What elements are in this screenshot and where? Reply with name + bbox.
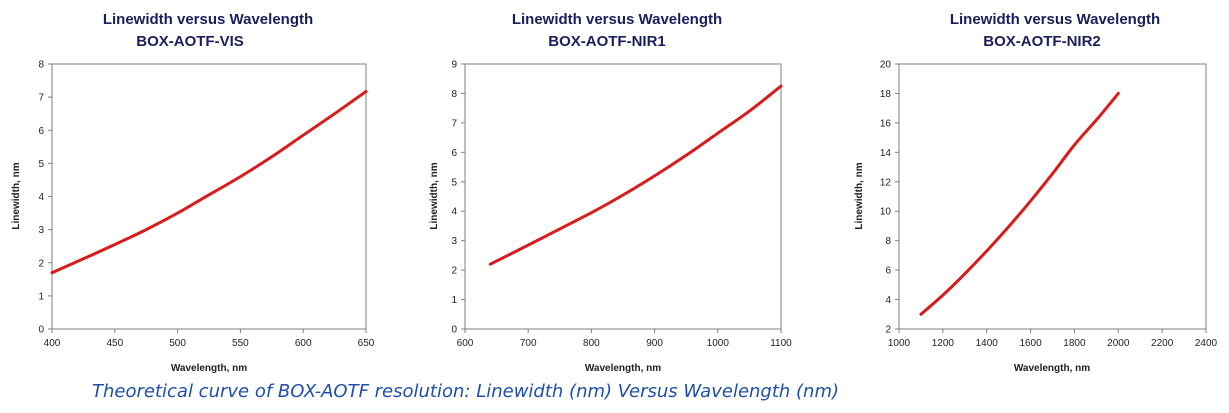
y-ticks: 2 4 6 8 10 12 14 16 18 20 bbox=[880, 60, 899, 336]
chart-vis: Linewidth versus Wavelength BOX-AOTF-VIS… bbox=[11, 11, 375, 374]
x-tick-label: 2400 bbox=[1195, 338, 1218, 349]
chart-title: Linewidth versus Wavelength bbox=[512, 11, 722, 28]
x-tick-label: 1000 bbox=[888, 338, 911, 349]
y-axis-label: Linewidth, nm bbox=[429, 162, 440, 229]
x-axis-label: Wavelength, nm bbox=[171, 363, 247, 374]
y-tick-label: 8 bbox=[451, 89, 457, 100]
y-tick-label: 2 bbox=[451, 266, 457, 277]
y-tick-label: 1 bbox=[38, 291, 44, 302]
y-tick-label: 5 bbox=[38, 159, 44, 170]
x-tick-label: 550 bbox=[232, 338, 249, 349]
x-tick-label: 1100 bbox=[770, 338, 792, 349]
y-tick-label: 20 bbox=[880, 60, 892, 71]
x-tick-label: 800 bbox=[583, 338, 600, 349]
y-tick-label: 1 bbox=[451, 295, 457, 306]
x-tick-label: 650 bbox=[358, 338, 375, 349]
y-tick-label: 3 bbox=[451, 236, 457, 247]
x-ticks: 400 450 500 550 600 650 bbox=[44, 329, 375, 349]
y-tick-label: 10 bbox=[880, 207, 892, 218]
y-tick-label: 4 bbox=[451, 207, 457, 218]
series-line bbox=[50, 90, 368, 275]
y-axis-label: Linewidth, nm bbox=[11, 162, 22, 229]
x-tick-label: 1800 bbox=[1063, 338, 1086, 349]
y-axis-label: Linewidth, nm bbox=[854, 162, 865, 229]
x-tick-label: 400 bbox=[44, 338, 61, 349]
x-tick-label: 700 bbox=[520, 338, 537, 349]
y-tick-label: 7 bbox=[38, 93, 44, 104]
chart-subtitle: BOX-AOTF-NIR1 bbox=[548, 33, 666, 50]
x-tick-label: 450 bbox=[106, 338, 123, 349]
series-group bbox=[50, 90, 368, 275]
chart-subtitle: BOX-AOTF-VIS bbox=[136, 33, 244, 50]
x-tick-label: 600 bbox=[295, 338, 312, 349]
x-tick-label: 600 bbox=[457, 338, 474, 349]
series-line bbox=[488, 84, 783, 266]
y-tick-label: 3 bbox=[38, 225, 44, 236]
y-ticks: 0 1 2 3 4 5 6 7 8 9 bbox=[451, 60, 465, 336]
y-tick-label: 0 bbox=[451, 325, 457, 336]
x-tick-label: 1000 bbox=[707, 338, 730, 349]
y-tick-label: 12 bbox=[880, 177, 892, 188]
y-tick-label: 6 bbox=[38, 126, 44, 137]
x-tick-label: 2200 bbox=[1151, 338, 1174, 349]
x-tick-label: 1200 bbox=[932, 338, 955, 349]
series-group bbox=[488, 84, 783, 266]
chart-title: Linewidth versus Wavelength bbox=[950, 11, 1160, 28]
y-tick-label: 6 bbox=[885, 266, 891, 277]
chart-nir2: Linewidth versus Wavelength BOX-AOTF-NIR… bbox=[854, 11, 1218, 374]
y-tick-label: 0 bbox=[38, 325, 44, 336]
series-group bbox=[919, 91, 1120, 316]
x-ticks: 600 700 800 900 1000 1100 bbox=[457, 329, 792, 349]
y-tick-label: 6 bbox=[451, 148, 457, 159]
y-tick-label: 2 bbox=[38, 258, 44, 269]
y-ticks: 0 1 2 3 4 5 6 7 8 bbox=[38, 60, 52, 336]
x-tick-label: 900 bbox=[646, 338, 663, 349]
x-tick-label: 500 bbox=[169, 338, 186, 349]
y-tick-label: 4 bbox=[885, 295, 891, 306]
y-tick-label: 18 bbox=[880, 89, 892, 100]
y-tick-label: 8 bbox=[885, 236, 891, 247]
plot-area bbox=[898, 63, 1207, 330]
y-tick-label: 4 bbox=[38, 192, 44, 203]
y-tick-label: 8 bbox=[38, 60, 44, 71]
y-tick-label: 14 bbox=[880, 148, 892, 159]
y-tick-label: 2 bbox=[885, 325, 891, 336]
chart-nir1: Linewidth versus Wavelength BOX-AOTF-NIR… bbox=[429, 11, 792, 374]
x-tick-label: 1400 bbox=[976, 338, 999, 349]
series-line bbox=[919, 91, 1120, 316]
chart-title: Linewidth versus Wavelength bbox=[103, 11, 313, 28]
y-tick-label: 16 bbox=[880, 118, 892, 129]
x-tick-label: 2000 bbox=[1107, 338, 1130, 349]
y-tick-label: 5 bbox=[451, 177, 457, 188]
y-tick-label: 9 bbox=[451, 60, 457, 71]
x-axis-label: Wavelength, nm bbox=[1014, 363, 1090, 374]
x-ticks: 1000 1200 1400 1600 1800 2000 2200 2400 bbox=[888, 329, 1218, 349]
chart-subtitle: BOX-AOTF-NIR2 bbox=[983, 33, 1101, 50]
x-tick-label: 1600 bbox=[1019, 338, 1042, 349]
y-tick-label: 7 bbox=[451, 118, 457, 129]
x-axis-label: Wavelength, nm bbox=[585, 363, 661, 374]
figure-caption: Theoretical curve of BOX-AOTF resolution… bbox=[92, 381, 840, 402]
